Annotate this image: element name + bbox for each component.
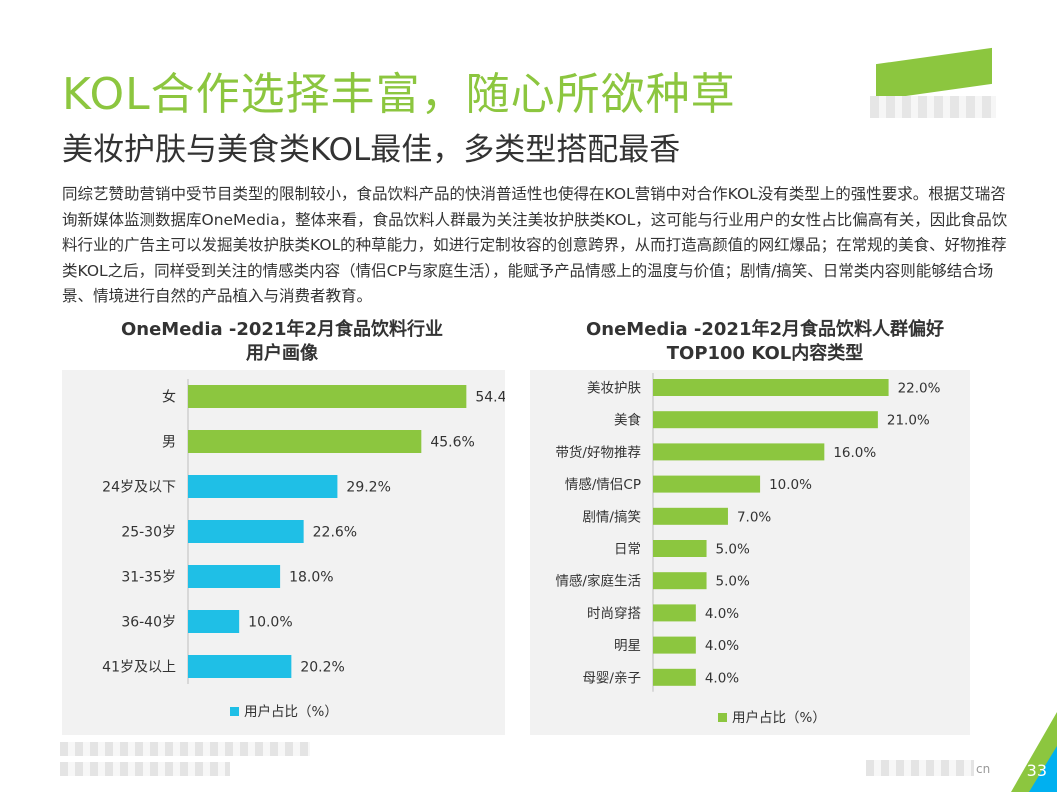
intro-paragraph: 同综艺赞助营销中受节目类型的限制较小，食品饮料产品的快消普适性也使得在KOL营销… xyxy=(62,185,1008,306)
chart-left-category-label: 男 xyxy=(162,435,176,451)
chart-right-panel: 美妆护肤 22.0% 美食 21.0% 带货/好物推荐 16.0% 情感/情侣CP 10.0%… xyxy=(530,370,970,735)
corner-decoration-blue xyxy=(1029,746,1057,792)
chart-right-value-label: 4.0% xyxy=(705,638,739,654)
chart-right-value-label: 22.0% xyxy=(898,381,941,397)
chart-left-bar xyxy=(188,565,281,588)
chart-right-bar xyxy=(653,636,696,654)
chart-left-value-label: 18.0% xyxy=(289,570,333,586)
chart-right-value-label: 10.0% xyxy=(769,477,812,493)
chart-right-bar xyxy=(653,540,707,557)
footer-url-blur xyxy=(866,760,974,776)
chart-right-legend-label: 用户占比（%） xyxy=(732,710,826,726)
chart-left-panel: 女 54.4% 男 45.6% 24岁及以下 29.2% 25-30岁 22.6% 31-35岁… xyxy=(62,370,505,735)
chart-left-legend-swatch xyxy=(230,706,239,716)
chart-right-category-label: 带货/好物推荐 xyxy=(555,444,641,461)
chart-right-legend: 用户占比（%） xyxy=(718,706,826,726)
chart-left-legend-label: 用户占比（%） xyxy=(244,704,338,720)
chart-right-bar xyxy=(653,507,728,525)
chart-left-legend: 用户占比（%） xyxy=(230,700,338,720)
chart-left-bar xyxy=(188,385,467,408)
chart-left-category-label: 女 xyxy=(162,389,176,406)
chart-left-title-line2: 用户画像 xyxy=(246,343,318,364)
chart-left-svg: 女 54.4% 男 45.6% 24岁及以下 29.2% 25-30岁 22.6% 31-35岁… xyxy=(102,379,505,684)
chart-right-category-label: 美妆护肤 xyxy=(587,381,641,397)
chart-right-value-label: 21.0% xyxy=(887,413,930,429)
chart-left-value-label: 29.2% xyxy=(346,480,390,496)
chart-left-category-label: 36-40岁 xyxy=(121,615,176,631)
chart-right-title-line2: TOP100 KOL内容类型 xyxy=(666,343,864,364)
chart-left-category-label: 31-35岁 xyxy=(121,570,176,586)
chart-left-title: OneMedia -2021年2月食品饮料行业 用户画像 xyxy=(62,318,502,366)
chart-left-value-label: 54.4% xyxy=(475,390,505,406)
chart-right-category-label: 剧情/搞笑 xyxy=(582,509,641,525)
brand-logo: iResearch xyxy=(870,47,998,124)
chart-left-title-line1: OneMedia -2021年2月食品饮料行业 xyxy=(120,319,443,340)
chart-right-value-label: 5.0% xyxy=(716,542,750,558)
chart-right-category-label: 日常 xyxy=(614,542,641,558)
logo-blur xyxy=(870,96,996,118)
chart-right-bar xyxy=(653,443,825,461)
chart-left-category-label: 24岁及以下 xyxy=(102,480,176,496)
chart-right-value-label: 7.0% xyxy=(737,509,771,525)
chart-right-category-label: 情感/家庭生活 xyxy=(555,573,641,590)
chart-right-category-label: 美食 xyxy=(614,412,642,429)
chart-left-value-label: 20.2% xyxy=(300,660,344,676)
chart-right-legend-swatch xyxy=(718,712,727,722)
chart-left-bar xyxy=(188,655,292,678)
chart-right-bar xyxy=(653,411,878,429)
chart-left-bar xyxy=(188,475,338,498)
chart-left-category-label: 25-30岁 xyxy=(121,525,176,541)
chart-right-svg: 美妆护肤 22.0% 美食 21.0% 带货/好物推荐 16.0% 情感/情侣CP 10.0%… xyxy=(555,373,941,692)
page-number: 33 xyxy=(1026,761,1047,780)
footer-url-fragment: cn xyxy=(976,762,991,776)
footer-copyright-blur xyxy=(60,762,230,776)
chart-right-title-line1: OneMedia -2021年2月食品饮料人群偏好 xyxy=(585,319,944,340)
chart-left-value-label: 45.6% xyxy=(430,435,474,451)
chart-left-value-label: 22.6% xyxy=(313,525,357,541)
chart-right-bar xyxy=(653,572,707,590)
chart-left-bar xyxy=(188,520,304,543)
chart-right-value-label: 5.0% xyxy=(716,574,750,590)
chart-right-category-label: 时尚穿搭 xyxy=(587,606,641,622)
chart-left-bar xyxy=(188,610,240,633)
chart-right-bar xyxy=(653,379,889,396)
chart-left-value-label: 10.0% xyxy=(248,615,292,631)
footer-source-blur xyxy=(60,742,310,756)
chart-right-value-label: 16.0% xyxy=(833,445,876,461)
slide-title: KOL合作选择丰富，随心所欲种草 xyxy=(62,69,736,120)
chart-right-value-label: 4.0% xyxy=(705,606,739,622)
chart-right-category-label: 明星 xyxy=(614,638,641,654)
chart-right-category-label: 情感/情侣CP xyxy=(565,476,641,493)
chart-right-title: OneMedia -2021年2月食品饮料人群偏好 TOP100 KOL内容类型 xyxy=(530,318,1000,366)
chart-right-bar xyxy=(653,668,696,686)
slide-subtitle: 美妆护肤与美食类KOL最佳，多类型搭配最香 xyxy=(62,132,681,168)
chart-right-bar xyxy=(653,604,696,622)
chart-left-bar xyxy=(188,430,422,453)
chart-left-category-label: 41岁及以上 xyxy=(102,660,176,676)
chart-right-category-label: 母婴/亲子 xyxy=(582,670,641,686)
chart-right-value-label: 4.0% xyxy=(705,670,739,686)
chart-right-bar xyxy=(653,475,761,493)
